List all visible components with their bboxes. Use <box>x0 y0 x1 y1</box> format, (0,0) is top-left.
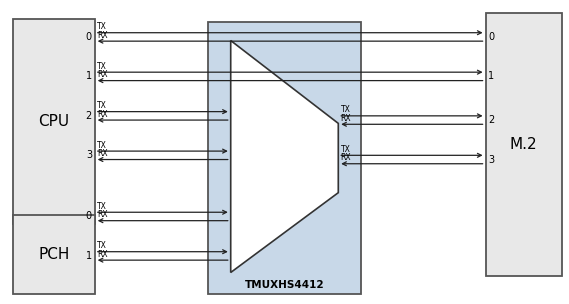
Text: 1: 1 <box>86 251 92 261</box>
Text: TX: TX <box>341 105 351 114</box>
Text: 0: 0 <box>86 32 92 42</box>
Text: RX: RX <box>97 149 108 158</box>
Text: 1: 1 <box>488 71 494 81</box>
Text: RX: RX <box>97 250 108 259</box>
Text: TX: TX <box>97 241 107 250</box>
Text: 0: 0 <box>86 212 92 221</box>
Text: TX: TX <box>97 22 107 31</box>
Text: RX: RX <box>341 153 351 162</box>
Text: TX: TX <box>97 62 107 71</box>
Text: 2: 2 <box>86 111 92 121</box>
Text: M.2: M.2 <box>510 137 538 152</box>
Text: TX: TX <box>341 145 351 154</box>
Text: RX: RX <box>97 109 108 119</box>
Text: CPU: CPU <box>38 114 69 130</box>
Bar <box>485 13 562 275</box>
Text: TX: TX <box>97 140 107 150</box>
Text: TX: TX <box>97 101 107 110</box>
Text: RX: RX <box>97 210 108 219</box>
Text: 0: 0 <box>488 32 494 42</box>
Text: 2: 2 <box>488 115 494 125</box>
Text: RX: RX <box>341 114 351 123</box>
Text: TX: TX <box>97 202 107 211</box>
Bar <box>208 22 361 294</box>
Text: RX: RX <box>97 31 108 40</box>
Text: RX: RX <box>97 70 108 79</box>
Text: TMUXHS4412: TMUXHS4412 <box>245 280 324 290</box>
Polygon shape <box>230 40 339 272</box>
Bar <box>13 19 95 224</box>
Text: 3: 3 <box>488 154 494 164</box>
Text: PCH: PCH <box>38 247 69 262</box>
Bar <box>13 215 95 294</box>
Text: 1: 1 <box>86 71 92 81</box>
Text: 3: 3 <box>86 150 92 160</box>
